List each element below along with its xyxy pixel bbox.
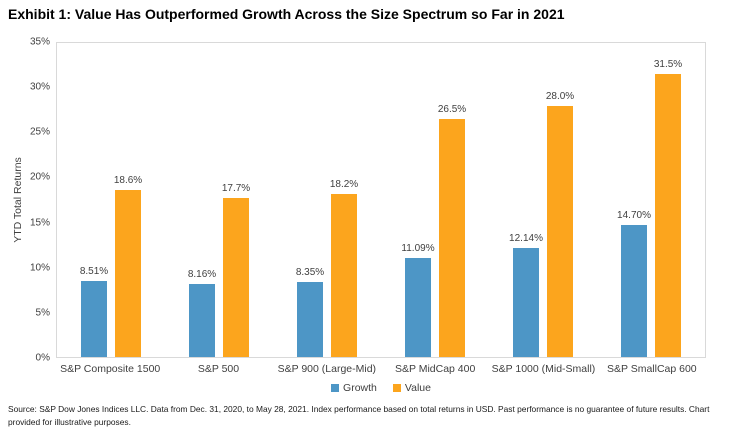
- legend-item-value: Value: [392, 382, 431, 394]
- bar-value-label: 8.51%: [79, 265, 109, 277]
- bar-value-label: 8.16%: [187, 268, 217, 280]
- bar-value-label: 18.2%: [329, 178, 359, 190]
- x-category-label: S&P MidCap 400: [394, 363, 476, 375]
- bar-value-label: 18.6%: [113, 175, 143, 187]
- bar-growth: 11.09%: [401, 243, 435, 357]
- y-tick-label: 15%: [29, 217, 50, 229]
- bar-group: 14.70% 31.5%: [617, 43, 682, 357]
- bar-value: 28.0%: [546, 91, 574, 357]
- bar-value-label: 11.09%: [401, 242, 435, 254]
- x-axis-labels: S&P Composite 1500 S&P 500 S&P 900 (Large-…: [56, 363, 706, 375]
- chart-title: Exhibit 1: Value Has Outperformed Growth…: [8, 6, 565, 22]
- bar-value: 18.2%: [330, 179, 358, 357]
- bar-growth: 8.16%: [188, 269, 216, 357]
- bar-value-label: 28.0%: [545, 90, 575, 102]
- bar-value-label: 26.5%: [437, 104, 467, 116]
- bar-growth: 8.51%: [80, 266, 108, 357]
- legend-item-growth: Growth: [331, 382, 377, 394]
- bar-value-label: 31.5%: [653, 59, 683, 71]
- bar-value: 17.7%: [222, 183, 250, 357]
- bar-value-label: 17.7%: [221, 183, 251, 195]
- bar-group: 11.09% 26.5%: [401, 43, 466, 357]
- bar-group: 8.16% 17.7%: [188, 43, 250, 357]
- bar-group: 12.14% 28.0%: [509, 43, 574, 357]
- bar-growth: 14.70%: [617, 210, 651, 357]
- legend-swatch-value: [392, 384, 401, 392]
- bar-growth: 8.35%: [296, 267, 324, 357]
- y-tick-label: 25%: [29, 126, 50, 138]
- legend: Growth Value: [56, 382, 706, 394]
- bar-value: 31.5%: [654, 59, 682, 357]
- bar-value: 26.5%: [438, 104, 466, 357]
- bar-group: 8.51% 18.6%: [80, 43, 142, 357]
- y-tick-label: 5%: [35, 307, 50, 319]
- bar-growth: 12.14%: [509, 233, 543, 357]
- y-tick-label: 35%: [29, 36, 50, 48]
- bar-value: 18.6%: [114, 175, 142, 357]
- legend-label: Value: [404, 382, 431, 394]
- y-tick-label: 0%: [35, 352, 50, 364]
- y-tick-label: 20%: [29, 171, 50, 183]
- legend-swatch-growth: [331, 384, 340, 392]
- plot-area: 8.51% 18.6% 8.16% 17.7% 8.35% 18.2% 11.09% 26.5…: [56, 42, 706, 358]
- x-category-label: S&P 1000 (Mid-Small): [491, 363, 596, 375]
- x-category-label: S&P 900 (Large-Mid): [277, 363, 377, 375]
- bar-value-label: 12.14%: [509, 233, 543, 245]
- source-note: Source: S&P Dow Jones Indices LLC. Data …: [8, 404, 710, 428]
- bar-value-label: 8.35%: [295, 267, 325, 279]
- x-category-label: S&P 500: [197, 363, 240, 375]
- x-category-label: S&P Composite 1500: [60, 363, 161, 375]
- x-category-label: S&P SmallCap 600: [606, 363, 697, 375]
- legend-label: Growth: [343, 382, 377, 394]
- bars-layer: 8.51% 18.6% 8.16% 17.7% 8.35% 18.2% 11.09% 26.5…: [57, 43, 705, 357]
- y-tick-label: 10%: [29, 262, 50, 274]
- y-axis-ticks: 0% 5% 10% 15% 20% 25% 30% 35%: [0, 37, 50, 364]
- bar-group: 8.35% 18.2%: [296, 43, 358, 357]
- y-tick-label: 30%: [29, 81, 50, 93]
- bar-value-label: 14.70%: [617, 210, 651, 222]
